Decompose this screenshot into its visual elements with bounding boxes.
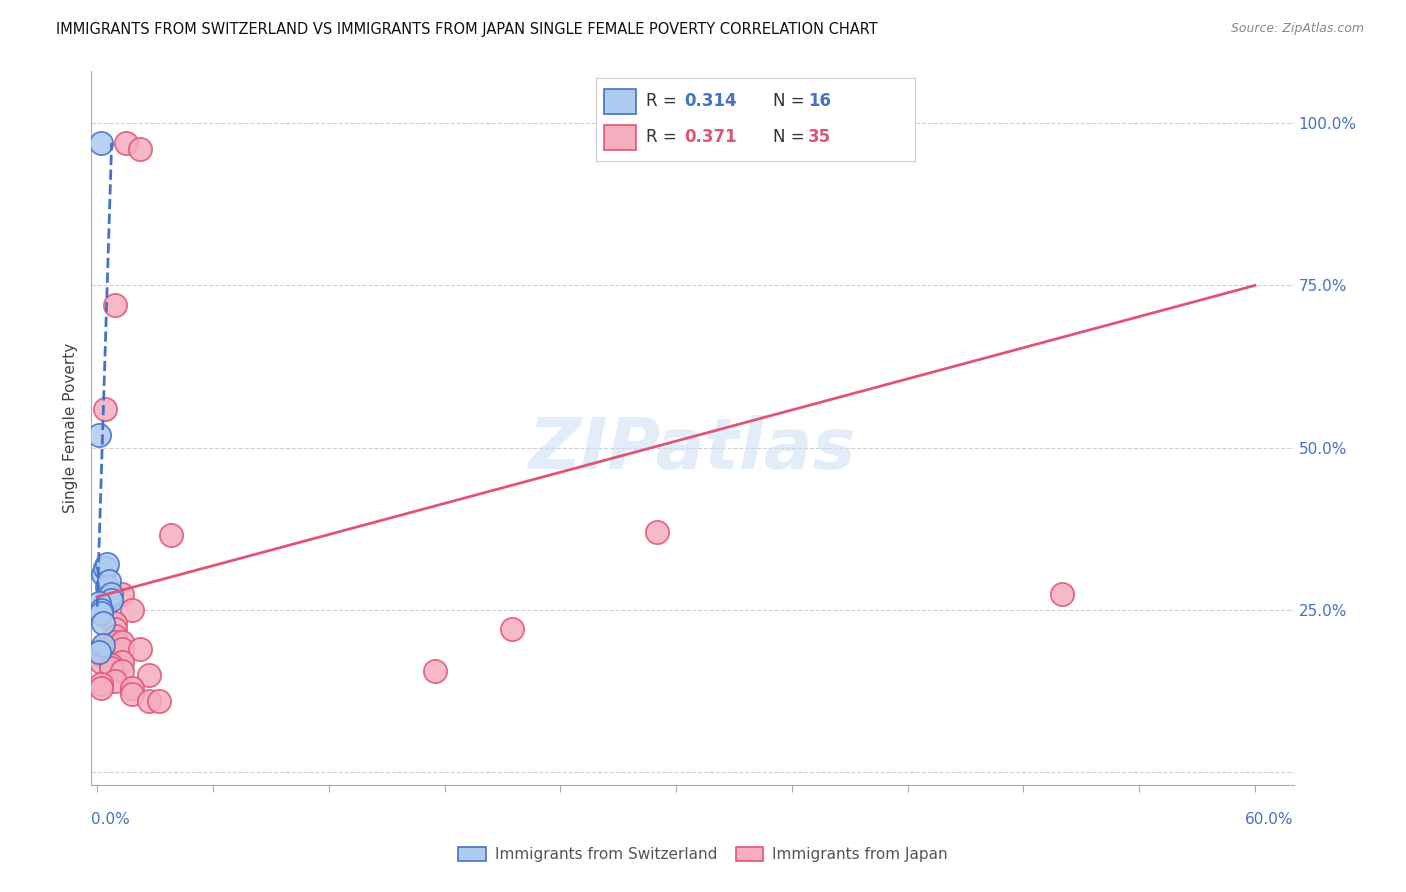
Point bbox=[94, 401, 117, 416]
Point bbox=[103, 615, 125, 630]
Text: 0.0%: 0.0% bbox=[91, 812, 131, 827]
Point bbox=[121, 687, 143, 701]
Point bbox=[97, 574, 120, 588]
Point bbox=[121, 681, 143, 695]
Point bbox=[103, 622, 125, 636]
Point bbox=[100, 661, 122, 675]
Legend: Immigrants from Switzerland, Immigrants from Japan: Immigrants from Switzerland, Immigrants … bbox=[453, 841, 953, 868]
Point bbox=[159, 528, 181, 542]
Point bbox=[90, 136, 112, 150]
Point bbox=[111, 635, 134, 649]
Point bbox=[96, 580, 118, 594]
Point bbox=[90, 603, 112, 617]
Point bbox=[91, 567, 114, 582]
Point bbox=[115, 136, 138, 150]
Point bbox=[87, 645, 110, 659]
Point bbox=[90, 606, 112, 620]
Point bbox=[87, 596, 110, 610]
Point bbox=[138, 693, 160, 707]
Point bbox=[100, 657, 122, 672]
Point bbox=[1050, 586, 1073, 600]
Point bbox=[90, 655, 112, 669]
Text: Source: ZipAtlas.com: Source: ZipAtlas.com bbox=[1230, 22, 1364, 36]
Point bbox=[100, 593, 122, 607]
Point bbox=[121, 603, 143, 617]
Point bbox=[103, 629, 125, 643]
Point bbox=[90, 641, 112, 656]
Point bbox=[128, 641, 150, 656]
Point bbox=[103, 298, 125, 312]
Point bbox=[97, 590, 120, 604]
Point bbox=[94, 609, 117, 624]
Point bbox=[94, 596, 117, 610]
Point bbox=[96, 558, 118, 572]
Point bbox=[111, 586, 134, 600]
Point bbox=[90, 677, 112, 691]
Point bbox=[128, 142, 150, 156]
Text: IMMIGRANTS FROM SWITZERLAND VS IMMIGRANTS FROM JAPAN SINGLE FEMALE POVERTY CORRE: IMMIGRANTS FROM SWITZERLAND VS IMMIGRANT… bbox=[56, 22, 877, 37]
Point bbox=[111, 641, 134, 656]
Point bbox=[91, 639, 114, 653]
Point bbox=[111, 665, 134, 679]
Point bbox=[90, 648, 112, 663]
Point bbox=[645, 524, 668, 539]
Point bbox=[94, 560, 117, 574]
Point bbox=[148, 693, 170, 707]
Point bbox=[111, 655, 134, 669]
Y-axis label: Single Female Poverty: Single Female Poverty bbox=[63, 343, 79, 513]
Point bbox=[90, 681, 112, 695]
Point bbox=[100, 586, 122, 600]
Text: ZIPatlas: ZIPatlas bbox=[529, 415, 856, 484]
Point bbox=[501, 622, 523, 636]
Text: 60.0%: 60.0% bbox=[1246, 812, 1294, 827]
Point bbox=[138, 667, 160, 681]
Point bbox=[103, 635, 125, 649]
Point bbox=[103, 674, 125, 689]
Point bbox=[423, 665, 446, 679]
Point bbox=[91, 615, 114, 630]
Point bbox=[87, 427, 110, 442]
